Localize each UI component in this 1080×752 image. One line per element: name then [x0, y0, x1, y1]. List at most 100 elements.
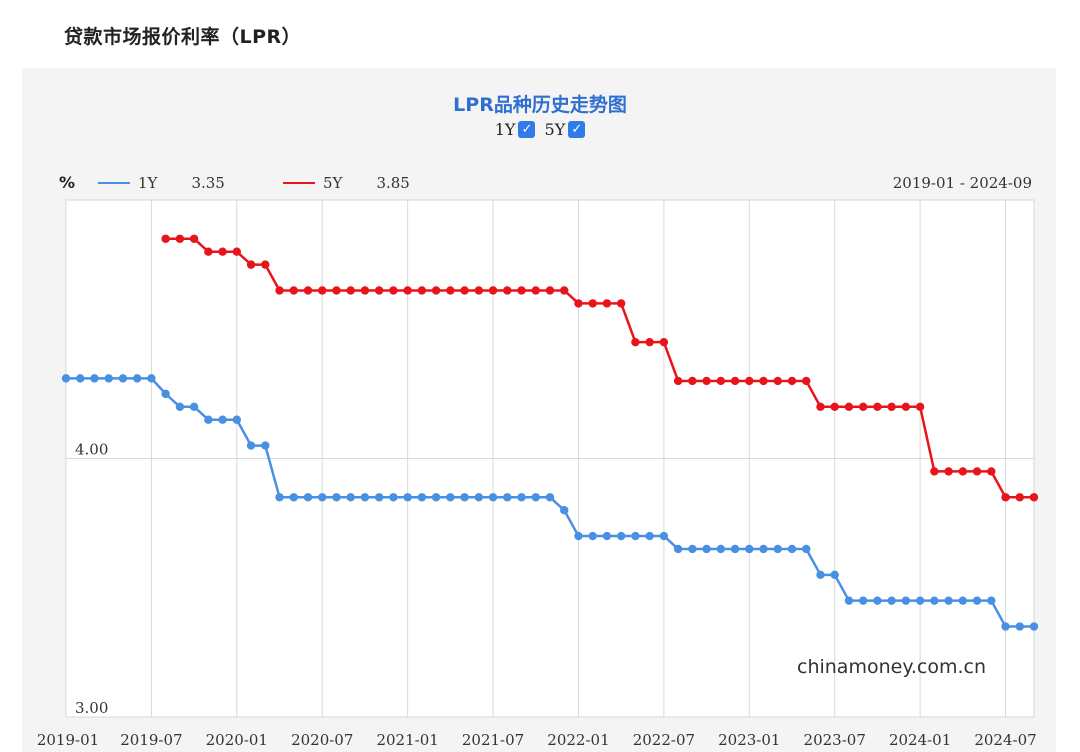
data-point-5y — [346, 286, 355, 295]
x-tick-label: 2020-07 — [291, 731, 353, 749]
data-point-1y — [204, 415, 213, 424]
x-tick-label: 2019-01 — [37, 731, 99, 749]
data-point-5y — [175, 234, 185, 243]
data-point-5y — [702, 376, 711, 386]
data-point-1y — [1029, 622, 1039, 631]
data-point-1y — [716, 544, 726, 554]
data-point-1y — [574, 531, 583, 541]
data-point-5y — [887, 402, 896, 411]
data-point-1y — [360, 493, 370, 502]
data-point-1y — [488, 493, 498, 502]
data-point-5y — [987, 467, 996, 476]
data-point-5y — [588, 299, 597, 308]
data-point-5y — [816, 402, 825, 411]
data-point-1y — [132, 374, 142, 383]
data-point-5y — [915, 402, 925, 411]
data-point-5y — [531, 286, 540, 295]
data-point-5y — [673, 376, 683, 386]
data-point-1y — [332, 493, 341, 502]
legend-item-5y[interactable]: 5Y 3.85 — [283, 174, 410, 192]
data-point-1y — [218, 415, 227, 424]
legend-latest-value: 3.35 — [191, 174, 225, 192]
data-point-5y — [844, 402, 854, 411]
data-point-5y — [688, 376, 697, 386]
data-point-1y — [887, 596, 896, 605]
data-point-5y — [417, 286, 427, 295]
data-point-5y — [645, 337, 654, 347]
data-point-1y — [446, 493, 455, 502]
series-toggles: 1Y ✓ 5Y ✓ — [0, 120, 1080, 139]
data-point-5y — [332, 286, 341, 295]
data-point-1y — [616, 531, 626, 541]
data-point-1y — [175, 402, 185, 411]
data-point-5y — [930, 467, 939, 476]
data-point-1y — [1015, 622, 1024, 631]
data-point-5y — [972, 467, 982, 476]
data-point-1y — [346, 493, 355, 502]
data-point-5y — [1001, 493, 1010, 502]
data-point-5y — [1015, 493, 1024, 502]
legend-latest-value: 3.85 — [376, 174, 410, 192]
data-point-1y — [673, 544, 683, 554]
data-point-5y — [503, 286, 512, 295]
data-point-5y — [944, 467, 953, 476]
data-point-5y — [474, 286, 484, 295]
toggle-1y[interactable]: 1Y ✓ — [495, 120, 536, 139]
x-tick-label: 2020-01 — [206, 731, 268, 749]
data-point-1y — [944, 596, 953, 605]
data-point-5y — [318, 286, 327, 295]
x-tick-label: 2021-01 — [376, 731, 438, 749]
data-point-5y — [204, 247, 213, 256]
page-title: 贷款市场报价利率（LPR） — [64, 26, 302, 48]
data-point-1y — [745, 544, 754, 554]
data-point-5y — [403, 286, 412, 295]
legend-line-icon — [283, 182, 315, 184]
data-point-5y — [232, 247, 242, 256]
data-point-5y — [460, 286, 469, 295]
data-point-5y — [958, 467, 968, 476]
data-point-1y — [275, 493, 284, 502]
data-point-1y — [503, 493, 512, 502]
x-tick-label: 2024-07 — [974, 731, 1036, 749]
data-point-1y — [702, 544, 711, 554]
toggle-1y-label: 1Y — [494, 120, 516, 139]
data-point-5y — [218, 247, 227, 256]
data-point-1y — [104, 374, 113, 383]
data-point-5y — [730, 376, 740, 386]
data-point-1y — [858, 596, 868, 605]
x-tick-label: 2023-01 — [718, 731, 780, 749]
legend-line-icon — [98, 182, 130, 184]
toggle-5y[interactable]: 5Y ✓ — [545, 120, 586, 139]
x-tick-label: 2022-01 — [547, 731, 609, 749]
data-point-5y — [759, 376, 768, 386]
data-point-1y — [118, 374, 128, 383]
data-point-1y — [374, 493, 384, 502]
data-point-1y — [802, 544, 811, 554]
legend-item-1y[interactable]: 1Y 3.35 — [98, 174, 225, 192]
checkbox-checked-icon[interactable]: ✓ — [518, 121, 536, 138]
data-point-5y — [830, 402, 839, 411]
data-point-5y — [574, 299, 583, 308]
data-point-1y — [730, 544, 740, 554]
x-tick-label: 2019-07 — [120, 731, 182, 749]
data-point-1y — [602, 531, 612, 541]
data-point-1y — [915, 596, 925, 605]
data-point-1y — [759, 544, 768, 554]
data-point-5y — [374, 286, 384, 295]
data-point-5y — [716, 376, 726, 386]
data-point-1y — [958, 596, 968, 605]
data-point-5y — [1029, 493, 1039, 502]
legend-name: 5Y — [323, 174, 343, 192]
data-point-1y — [545, 493, 555, 502]
y-tick-label: 4.00 — [75, 441, 108, 459]
x-tick-label: 2024-01 — [889, 731, 951, 749]
data-point-1y — [61, 374, 71, 383]
data-point-1y — [303, 493, 313, 502]
data-point-1y — [431, 493, 441, 502]
data-point-1y — [147, 374, 156, 383]
y-tick-label: 3.00 — [75, 699, 108, 717]
data-point-5y — [446, 286, 455, 295]
data-point-1y — [161, 389, 170, 399]
data-point-1y — [261, 441, 270, 450]
checkbox-checked-icon[interactable]: ✓ — [568, 121, 586, 138]
